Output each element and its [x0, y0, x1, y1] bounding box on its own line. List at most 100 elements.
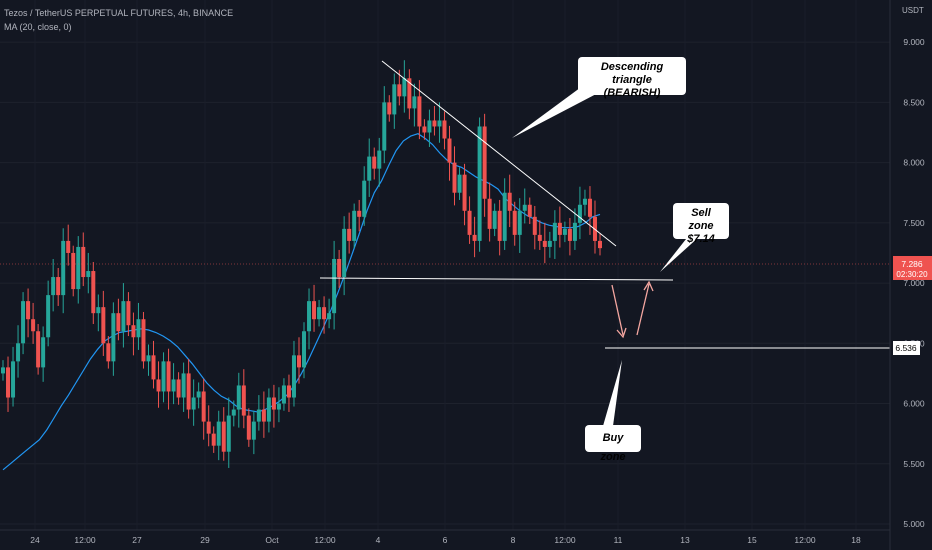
candle-body — [557, 222, 562, 235]
candle-body — [286, 385, 291, 398]
candle-body — [477, 126, 482, 241]
buy-zone-callout[interactable]: Buy zone — [585, 425, 641, 463]
candle-body — [121, 301, 126, 332]
candle-body — [587, 198, 592, 217]
candle-body — [11, 361, 16, 398]
candle-body — [176, 379, 181, 398]
candle-body — [76, 246, 81, 290]
candle-body — [507, 192, 512, 211]
candle-body — [221, 421, 226, 452]
current-price-tag: 7.286 02:30:20 — [893, 256, 932, 280]
candle-body — [447, 138, 452, 163]
candle-body — [256, 409, 261, 422]
candle-body — [141, 319, 146, 362]
candle-body — [71, 252, 76, 290]
candle-body — [452, 162, 457, 193]
callout-text-line1: Descending triangle — [600, 61, 664, 86]
up-arrow-head — [643, 280, 654, 292]
candle-body — [241, 385, 246, 416]
candle-body — [181, 373, 186, 398]
candle-body — [407, 78, 412, 109]
candle-body — [6, 367, 11, 398]
candle-body — [296, 355, 301, 368]
down-arrow-line — [611, 284, 624, 336]
candle-body — [236, 385, 241, 410]
candle-body — [1, 367, 5, 374]
x-tick-label: 12:00 — [74, 535, 96, 545]
x-tick-label: 4 — [376, 535, 381, 545]
y-tick-label: 8.000 — [903, 158, 925, 168]
candle-body — [81, 246, 86, 278]
candle-body — [116, 313, 121, 332]
y-tick-label: 7.500 — [903, 218, 925, 228]
triangle-support-line[interactable] — [319, 277, 674, 281]
candle-body — [547, 240, 552, 247]
indicator-label[interactable]: MA (20, close, 0) — [4, 22, 72, 32]
candle-body — [598, 240, 602, 249]
triangle-callout-pointer — [512, 82, 600, 138]
candle-body — [497, 210, 502, 241]
currency-label: USDT — [902, 6, 924, 15]
candle-body — [437, 120, 442, 127]
candle-body — [572, 222, 577, 241]
candle-body — [542, 240, 547, 247]
x-tick-label: 12:00 — [794, 535, 816, 545]
x-tick-label: 29 — [200, 535, 210, 545]
candle-body — [151, 355, 156, 380]
candle-body — [387, 102, 392, 115]
candle-body — [106, 343, 111, 362]
candle-body — [302, 331, 307, 368]
candle-body — [457, 174, 462, 193]
candle-body — [567, 228, 572, 241]
down-arrow-head — [616, 327, 627, 339]
sell-zone-callout[interactable]: Sell zone $7.14 — [673, 203, 729, 245]
candle-body — [432, 120, 437, 127]
candle-body — [532, 216, 537, 235]
y-tick-label: 7.000 — [903, 278, 925, 288]
candle-body — [427, 120, 432, 133]
candle-body — [522, 204, 527, 211]
candle-body — [342, 228, 347, 278]
candle-body — [517, 210, 522, 235]
y-tick-label: 9.000 — [903, 37, 925, 47]
sell-callout-pointer — [660, 234, 700, 272]
candle-body — [231, 409, 236, 416]
candle-body — [281, 385, 286, 404]
buy-level-tag: 6.536 — [893, 341, 920, 355]
candle-body — [367, 156, 372, 181]
callout-text-line2: (BEARISH) — [603, 87, 661, 99]
candle-body — [171, 379, 176, 392]
candle-body — [206, 421, 211, 434]
candle-body — [442, 120, 447, 139]
candle-body — [246, 415, 251, 440]
sell-text-line2: $7.14 — [687, 233, 715, 245]
descending-triangle-callout[interactable]: Descending triangle (BEARISH) — [578, 57, 686, 99]
x-tick-label: 11 — [614, 535, 623, 545]
candle-body — [131, 325, 136, 338]
candle-body — [382, 102, 387, 151]
candle-body — [312, 301, 317, 320]
current-price-label: 7.286 — [901, 259, 923, 269]
x-tick-label: 6 — [443, 535, 448, 545]
candle-body — [56, 277, 61, 296]
x-tick-label: 13 — [680, 535, 690, 545]
candle-body — [332, 258, 337, 314]
candle-body — [21, 301, 26, 344]
candle-body — [327, 313, 332, 320]
candle-body — [16, 343, 21, 362]
candle-body — [417, 96, 422, 127]
candle-body — [31, 319, 36, 332]
candle-body — [377, 150, 382, 169]
candle-body — [266, 397, 271, 422]
candle-body — [271, 397, 276, 410]
candle-body — [467, 210, 472, 235]
candle-body — [191, 397, 196, 410]
triangle-resistance-line[interactable] — [381, 60, 617, 247]
candle-body — [186, 373, 191, 410]
candle-body — [402, 78, 407, 97]
candle-body — [111, 313, 116, 362]
time-axis[interactable]: 24 12:00 27 29 Oct 12:00 4 6 8 12:00 11 13 15 12:00 18 — [0, 529, 890, 545]
y-tick-label: 8.500 — [903, 97, 925, 107]
candle-body — [51, 277, 56, 296]
